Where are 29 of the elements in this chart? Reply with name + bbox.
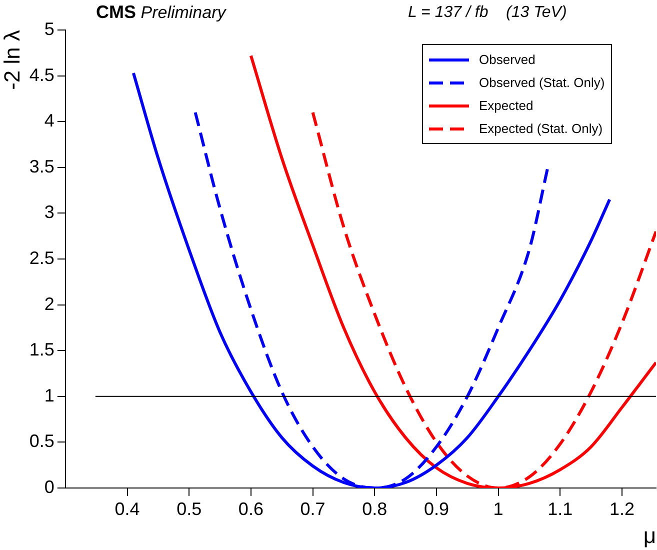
y-tick-label: 1.5 [29, 340, 54, 360]
chart-title: CMS [96, 2, 136, 22]
x-tick-label: 0.4 [114, 498, 140, 519]
y-tick-label: 4.5 [29, 64, 54, 85]
y-tick-label: 0.5 [29, 431, 54, 452]
x-tick-label: 0.5 [176, 498, 202, 519]
legend-label: Observed [479, 52, 536, 67]
y-tick-label: 3 [44, 202, 54, 222]
x-tick-label: 0.8 [362, 498, 388, 519]
x-tick-label: 1 [493, 498, 504, 519]
legend-label: Expected [479, 98, 534, 113]
x-tick-label: 0.6 [238, 498, 264, 519]
text: L = 137 / fb (13 TeV) [408, 4, 567, 22]
y-tick-label: 3.5 [29, 156, 54, 176]
chart-subtitle: Preliminary [140, 3, 226, 22]
y-tick-label: 2.5 [29, 248, 54, 268]
legend-label: Expected (Stat. Only) [479, 121, 603, 136]
x-tick-label: 0.7 [300, 498, 326, 519]
y-tick-label: 0 [44, 476, 54, 497]
y-axis-title: -2 ln λ [0, 30, 24, 90]
x-tick-label: 1.2 [609, 498, 635, 519]
y-tick-label: 5 [44, 18, 54, 39]
legend-label: Observed (Stat. Only) [479, 75, 605, 90]
y-tick-label: 4 [44, 110, 54, 131]
y-tick-label: 2 [44, 294, 54, 314]
x-tick-label: 0.9 [424, 498, 449, 519]
x-tick-label: 1.1 [548, 498, 573, 519]
x-axis-title: μ [643, 522, 656, 548]
y-tick-label: 1 [44, 385, 54, 406]
